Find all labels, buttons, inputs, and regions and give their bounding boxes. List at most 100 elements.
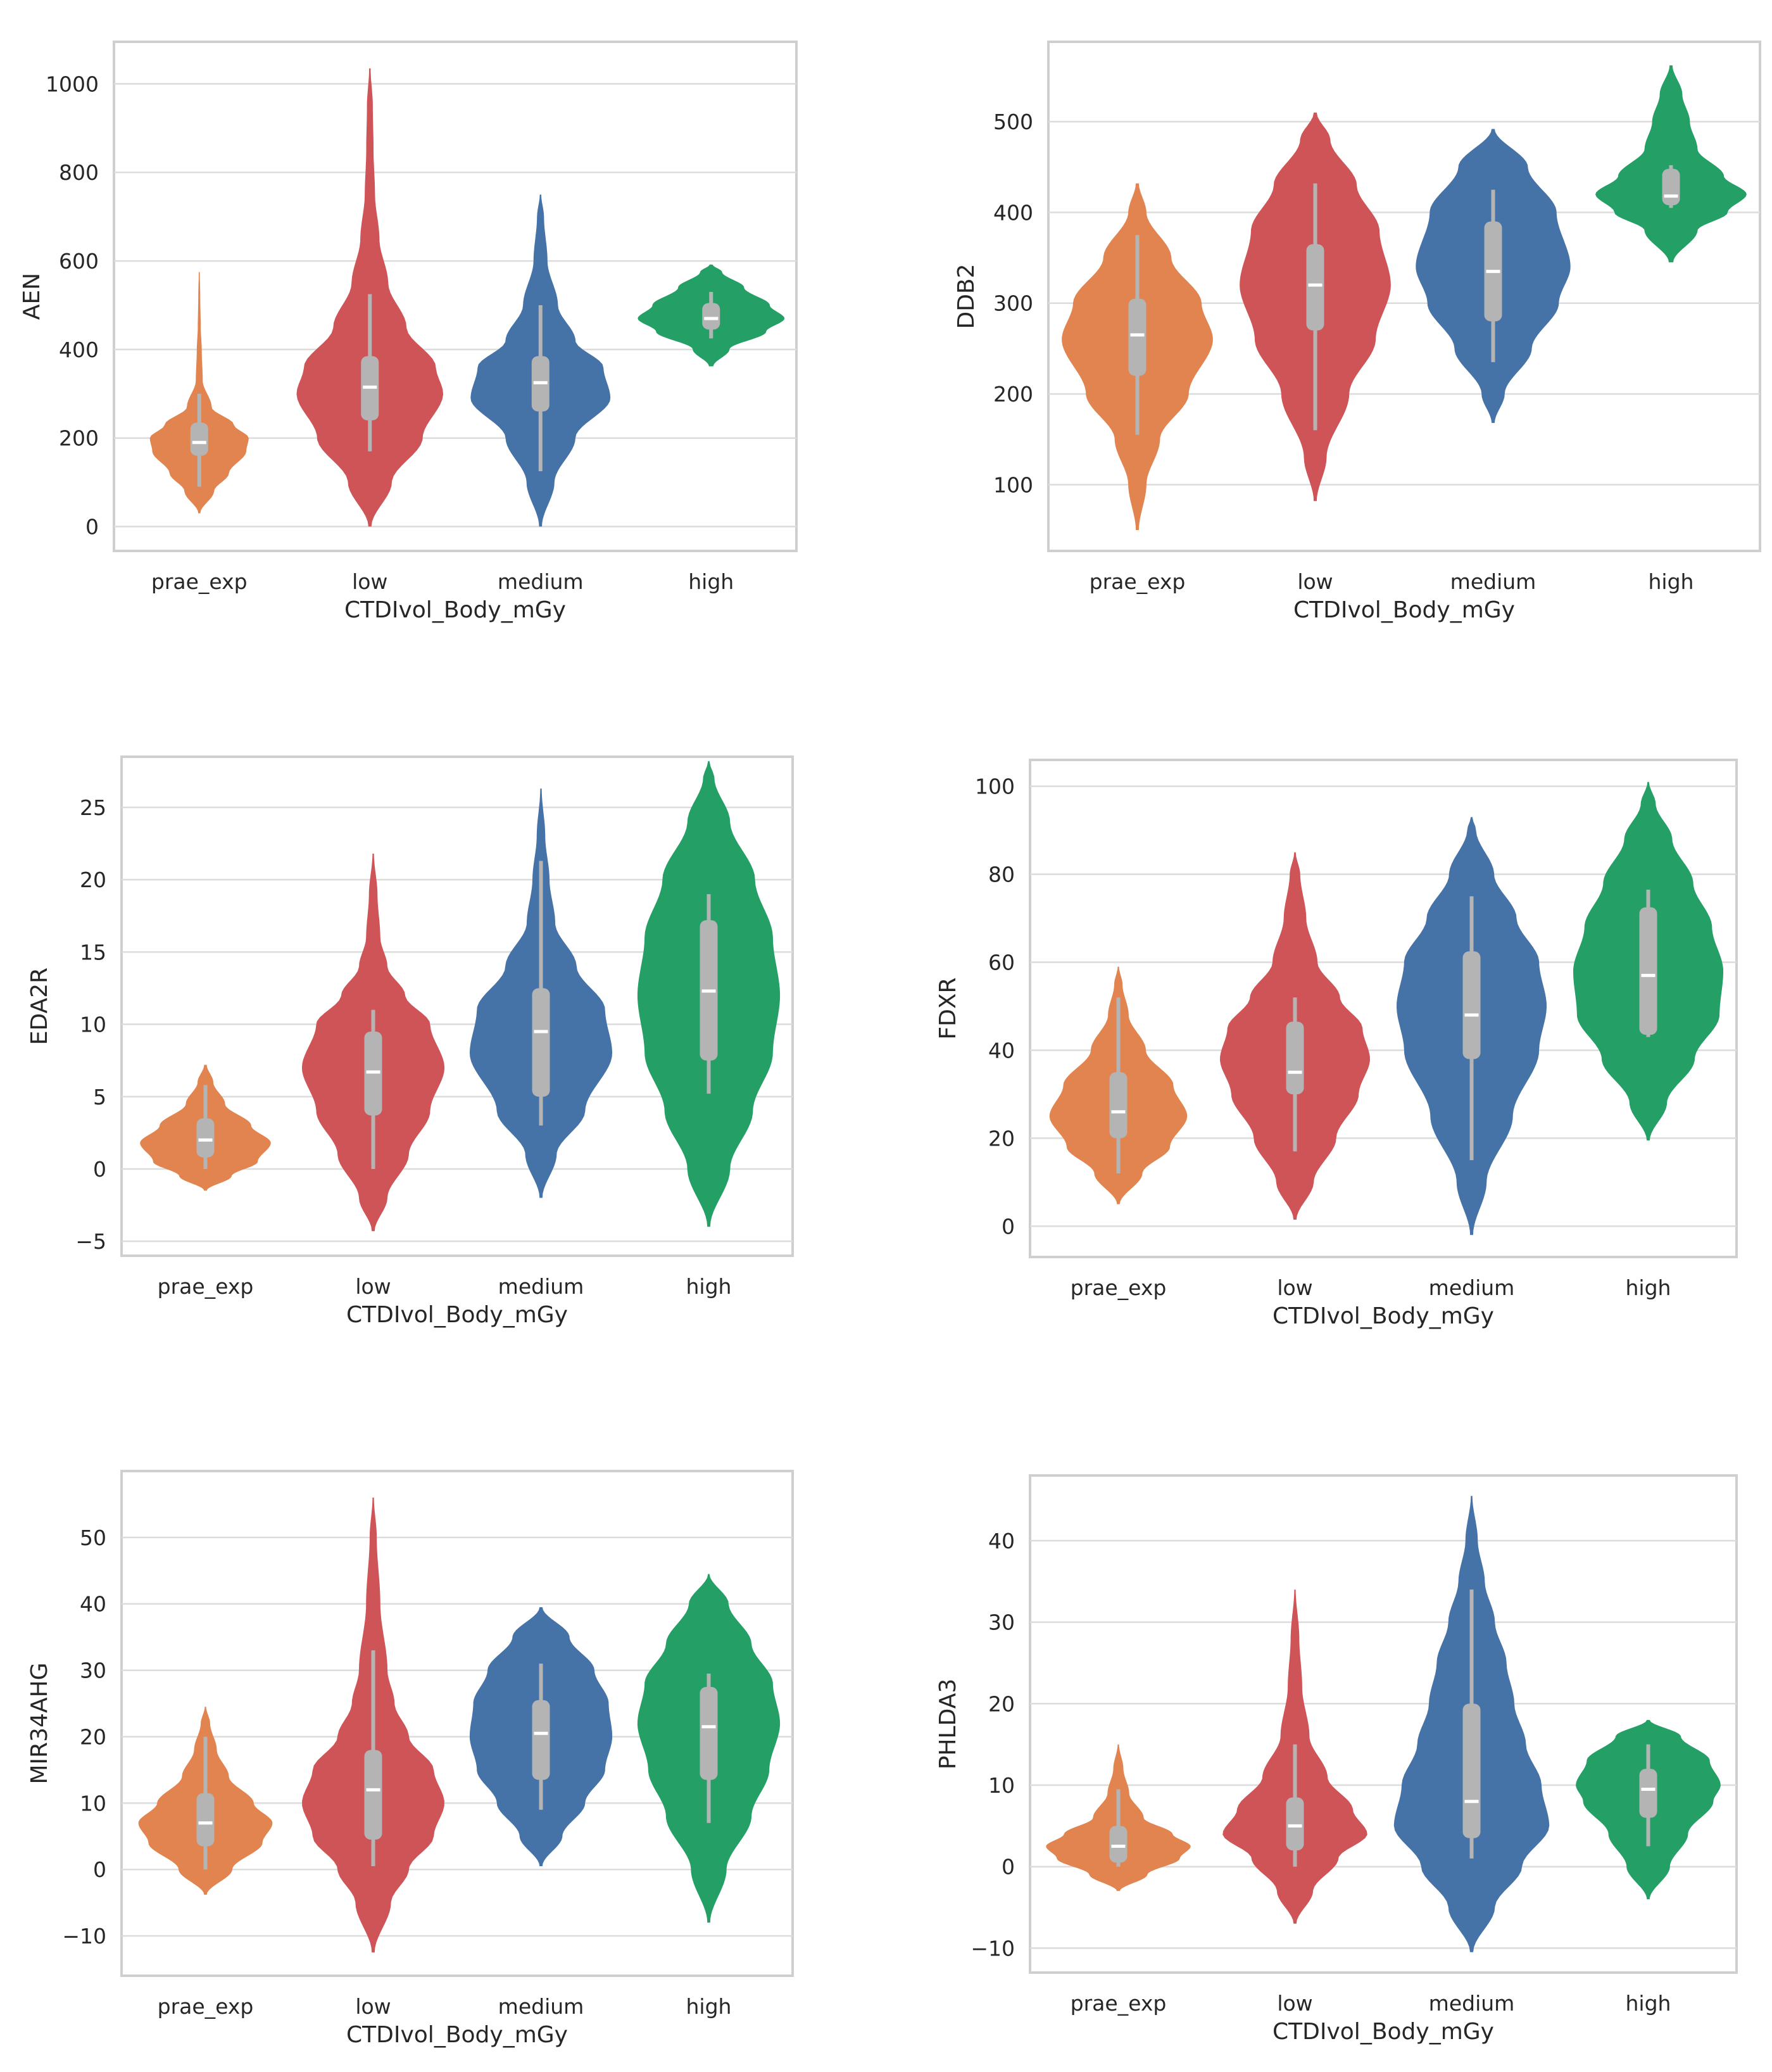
x-tick-label: high (686, 1274, 732, 1299)
y-tick-label: 1000 (46, 72, 99, 96)
y-tick-label: 25 (80, 795, 106, 820)
iqr-box-low (1286, 1021, 1304, 1094)
y-tick-label: 0 (1002, 1214, 1015, 1239)
x-tick-label: prae_exp (1090, 569, 1186, 594)
x-tick-label: prae_exp (151, 569, 248, 594)
y-axis-label: DDB2 (953, 263, 979, 329)
y-tick-label: 400 (59, 338, 99, 362)
y-tick-label: −10 (971, 1936, 1015, 1961)
y-tick-label: 0 (93, 1857, 106, 1882)
y-tick-label: 500 (993, 110, 1033, 134)
y-tick-label: 60 (988, 951, 1015, 975)
y-tick-label: 30 (988, 1610, 1015, 1635)
y-axis-label: FDXR (935, 977, 961, 1039)
iqr-box-prae_exp (196, 1793, 215, 1847)
x-tick-label: high (1626, 1991, 1671, 2016)
y-tick-label: 10 (80, 1791, 106, 1816)
iqr-box-low (364, 1750, 382, 1840)
x-tick-label: medium (1450, 569, 1536, 594)
y-tick-label: 30 (80, 1658, 106, 1683)
y-tick-label: 5 (93, 1085, 106, 1109)
chart-panel-phlda3: −10 0 10 20 30 40 prae_exp low medium high CTDIvol… (935, 1474, 1738, 2045)
iqr-box-low (1286, 1797, 1304, 1850)
x-tick-label: low (1277, 1991, 1312, 2016)
x-tick-label: prae_exp (1071, 1275, 1167, 1300)
chart-panel-eda2r: −5 0 5 10 15 20 25 prae_exp low medium high CTDIvol… (27, 755, 794, 1328)
y-axis-label: EDA2R (27, 968, 53, 1045)
x-tick-label: low (1277, 1275, 1312, 1300)
iqr-box-medium (1462, 951, 1481, 1059)
x-tick-label: medium (1429, 1275, 1515, 1300)
violin-prae_exp (149, 272, 249, 514)
y-tick-label: 40 (988, 1529, 1015, 1553)
y-tick-label: 400 (993, 200, 1033, 225)
y-tick-label: 600 (59, 249, 99, 274)
y-tick-label: 20 (988, 1691, 1015, 1716)
x-tick-label: medium (1429, 1991, 1515, 2016)
chart-panel-aen: 0 200 400 600 800 1000 prae_exp low medium high CT… (19, 41, 798, 623)
y-axis-label: MIR34AHG (27, 1662, 53, 1784)
y-tick-label: 50 (80, 1526, 106, 1550)
x-tick-label: prae_exp (1071, 1991, 1167, 2016)
x-axis-label: CTDIvol_Body_mGy (1272, 2019, 1494, 2045)
iqr-box-medium (532, 1700, 550, 1780)
y-tick-label: 300 (993, 291, 1033, 316)
x-tick-label: medium (498, 569, 584, 594)
x-tick-label: prae_exp (158, 1994, 254, 2019)
x-axis-label: CTDIvol_Body_mGy (346, 1302, 568, 1328)
x-axis-label: CTDIvol_Body_mGy (344, 597, 566, 623)
y-tick-label: 80 (988, 862, 1015, 887)
iqr-box-prae_exp (1109, 1826, 1128, 1863)
x-tick-label: low (1297, 569, 1333, 594)
x-tick-label: low (352, 569, 387, 594)
iqr-box-prae_exp (196, 1118, 215, 1158)
chart-panel-fdxr: 0 20 40 60 80 100 prae_exp low medium high CTDIvol… (935, 759, 1738, 1329)
iqr-box-high (1639, 907, 1657, 1035)
iqr-box-high (1639, 1769, 1657, 1818)
x-axis-label: CTDIvol_Body_mGy (346, 2022, 568, 2048)
iqr-box-medium (1462, 1703, 1481, 1838)
y-tick-label: 100 (993, 472, 1033, 497)
y-tick-label: −5 (75, 1229, 106, 1254)
x-tick-label: high (1649, 569, 1694, 594)
y-tick-label: 0 (1002, 1855, 1015, 1879)
y-tick-label: −10 (62, 1924, 106, 1949)
x-axis-label: CTDIvol_Body_mGy (1272, 1303, 1494, 1329)
x-tick-label: low (355, 1274, 391, 1299)
y-tick-label: 0 (93, 1157, 106, 1182)
iqr-box-high (1662, 168, 1680, 205)
y-tick-label: 20 (80, 1724, 106, 1749)
x-tick-label: high (688, 569, 734, 594)
iqr-box-high (700, 1686, 718, 1780)
y-tick-label: 15 (80, 940, 106, 964)
y-tick-label: 200 (59, 426, 99, 451)
iqr-box-low (1306, 244, 1324, 331)
iqr-box-prae_exp (1109, 1072, 1128, 1139)
x-tick-label: medium (498, 1994, 584, 2019)
iqr-box-prae_exp (190, 422, 208, 456)
y-tick-label: 200 (993, 382, 1033, 407)
x-tick-label: prae_exp (158, 1274, 254, 1299)
y-tick-label: 0 (85, 515, 99, 540)
y-tick-label: 10 (988, 1773, 1015, 1798)
y-tick-label: 100 (975, 774, 1015, 799)
iqr-box-medium (532, 988, 550, 1097)
chart-panel-ddb2: 100 200 300 400 500 prae_exp low medium high CTDI… (953, 41, 1761, 623)
x-tick-label: high (1626, 1275, 1671, 1300)
y-tick-label: 40 (80, 1592, 106, 1617)
x-tick-label: low (355, 1994, 391, 2019)
y-tick-label: 10 (80, 1013, 106, 1037)
chart-panel-mir34ahg: −10 0 10 20 30 40 50 prae_exp low medium high CTDIv… (27, 1470, 794, 2048)
x-tick-label: high (686, 1994, 732, 2019)
y-axis-label: AEN (19, 273, 45, 320)
violin-high (1595, 65, 1747, 263)
x-tick-label: medium (498, 1274, 584, 1299)
iqr-box-prae_exp (1128, 298, 1147, 376)
y-tick-label: 20 (80, 868, 106, 892)
x-axis-label: CTDIvol_Body_mGy (1293, 597, 1515, 623)
y-tick-label: 20 (988, 1126, 1015, 1151)
iqr-box-high (702, 303, 720, 330)
plot-area (1029, 1474, 1738, 1974)
y-axis-label: PHLDA3 (935, 1679, 961, 1769)
y-tick-label: 40 (988, 1038, 1015, 1063)
